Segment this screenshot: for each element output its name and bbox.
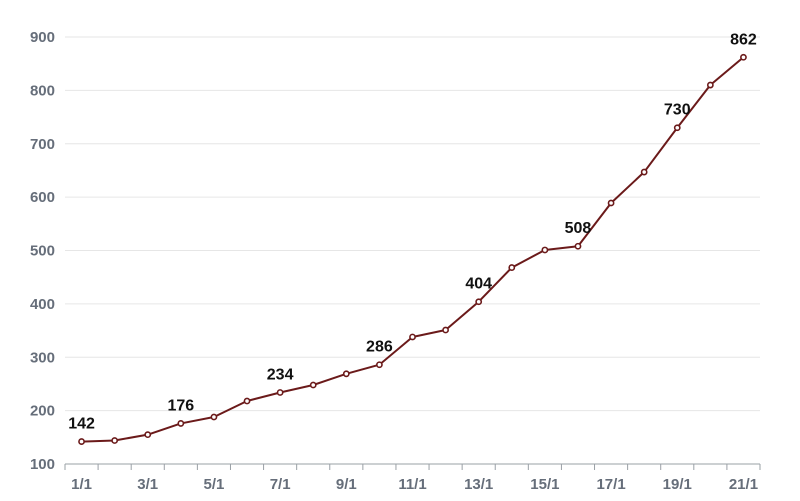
data-label: 508	[565, 220, 592, 237]
data-point	[111, 437, 119, 444]
gridlines	[65, 36, 760, 412]
data-point	[276, 389, 284, 396]
y-tick-label: 200	[30, 403, 55, 420]
data-point	[607, 199, 615, 207]
y-tick-label: 500	[30, 243, 55, 260]
y-tick-label: 600	[30, 189, 55, 206]
data-point	[409, 333, 416, 341]
data-point	[574, 242, 582, 250]
data-labels: 142 176 234 286 404 508 730 862	[68, 31, 757, 432]
data-point	[243, 397, 251, 405]
data-point	[309, 381, 317, 389]
x-tick-label: 19/1	[663, 476, 692, 493]
x-tick-label: 9/1	[336, 476, 357, 493]
data-point	[177, 420, 185, 427]
x-tick-label: 21/1	[729, 476, 758, 493]
series-line	[81, 56, 745, 443]
data-point	[640, 168, 648, 176]
data-point	[673, 124, 681, 132]
x-tick-label: 3/1	[137, 476, 158, 493]
data-point	[740, 53, 747, 61]
x-tick-label: 15/1	[530, 476, 559, 493]
data-label: 142	[68, 416, 95, 433]
data-point	[541, 246, 549, 254]
data-label: 862	[730, 31, 757, 48]
x-tick-label: 1/1	[71, 476, 92, 493]
x-tick-label: 17/1	[596, 476, 625, 493]
x-tick-label: 11/1	[398, 476, 426, 493]
data-point	[442, 326, 449, 334]
x-tick-label: 7/1	[270, 476, 291, 493]
data-label: 176	[167, 397, 194, 414]
y-tick-label: 800	[30, 82, 55, 99]
series-line-group	[78, 53, 747, 445]
y-tick-label: 900	[30, 29, 55, 46]
y-tick-label: 300	[30, 349, 55, 366]
data-point	[706, 81, 714, 89]
data-point	[144, 431, 152, 439]
x-tick-label: 13/1	[464, 476, 493, 493]
data-point	[342, 370, 350, 378]
data-label: 234	[267, 366, 294, 383]
data-point	[376, 361, 383, 369]
y-tick-label: 700	[30, 136, 55, 153]
data-point	[508, 264, 516, 271]
data-point	[475, 298, 483, 306]
data-point	[78, 438, 85, 445]
y-tick-label: 100	[30, 456, 55, 473]
x-axis: 1/1 3/1 5/1 7/1 9/1 11/1 13/1 15/1 17/1 19/1 21/1	[64, 463, 761, 493]
data-label: 404	[465, 276, 492, 293]
data-label: 286	[366, 339, 393, 356]
data-point	[210, 413, 218, 421]
y-axis-ticks: 100 200 300 400 500 600 700 800 900	[30, 29, 55, 473]
data-label: 730	[664, 102, 691, 119]
x-tick-label: 5/1	[203, 476, 224, 493]
y-tick-label: 400	[30, 296, 55, 313]
